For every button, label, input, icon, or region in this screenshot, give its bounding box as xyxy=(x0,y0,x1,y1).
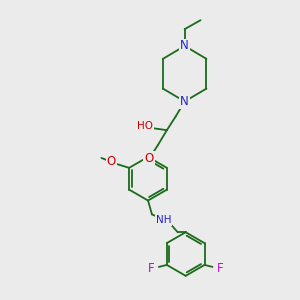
Text: NH: NH xyxy=(156,215,172,225)
Text: N: N xyxy=(180,40,189,52)
Text: HO: HO xyxy=(137,121,153,131)
Text: O: O xyxy=(107,155,116,168)
Text: F: F xyxy=(217,262,224,275)
Text: N: N xyxy=(180,95,189,108)
Text: O: O xyxy=(144,152,154,165)
Text: F: F xyxy=(148,262,154,275)
